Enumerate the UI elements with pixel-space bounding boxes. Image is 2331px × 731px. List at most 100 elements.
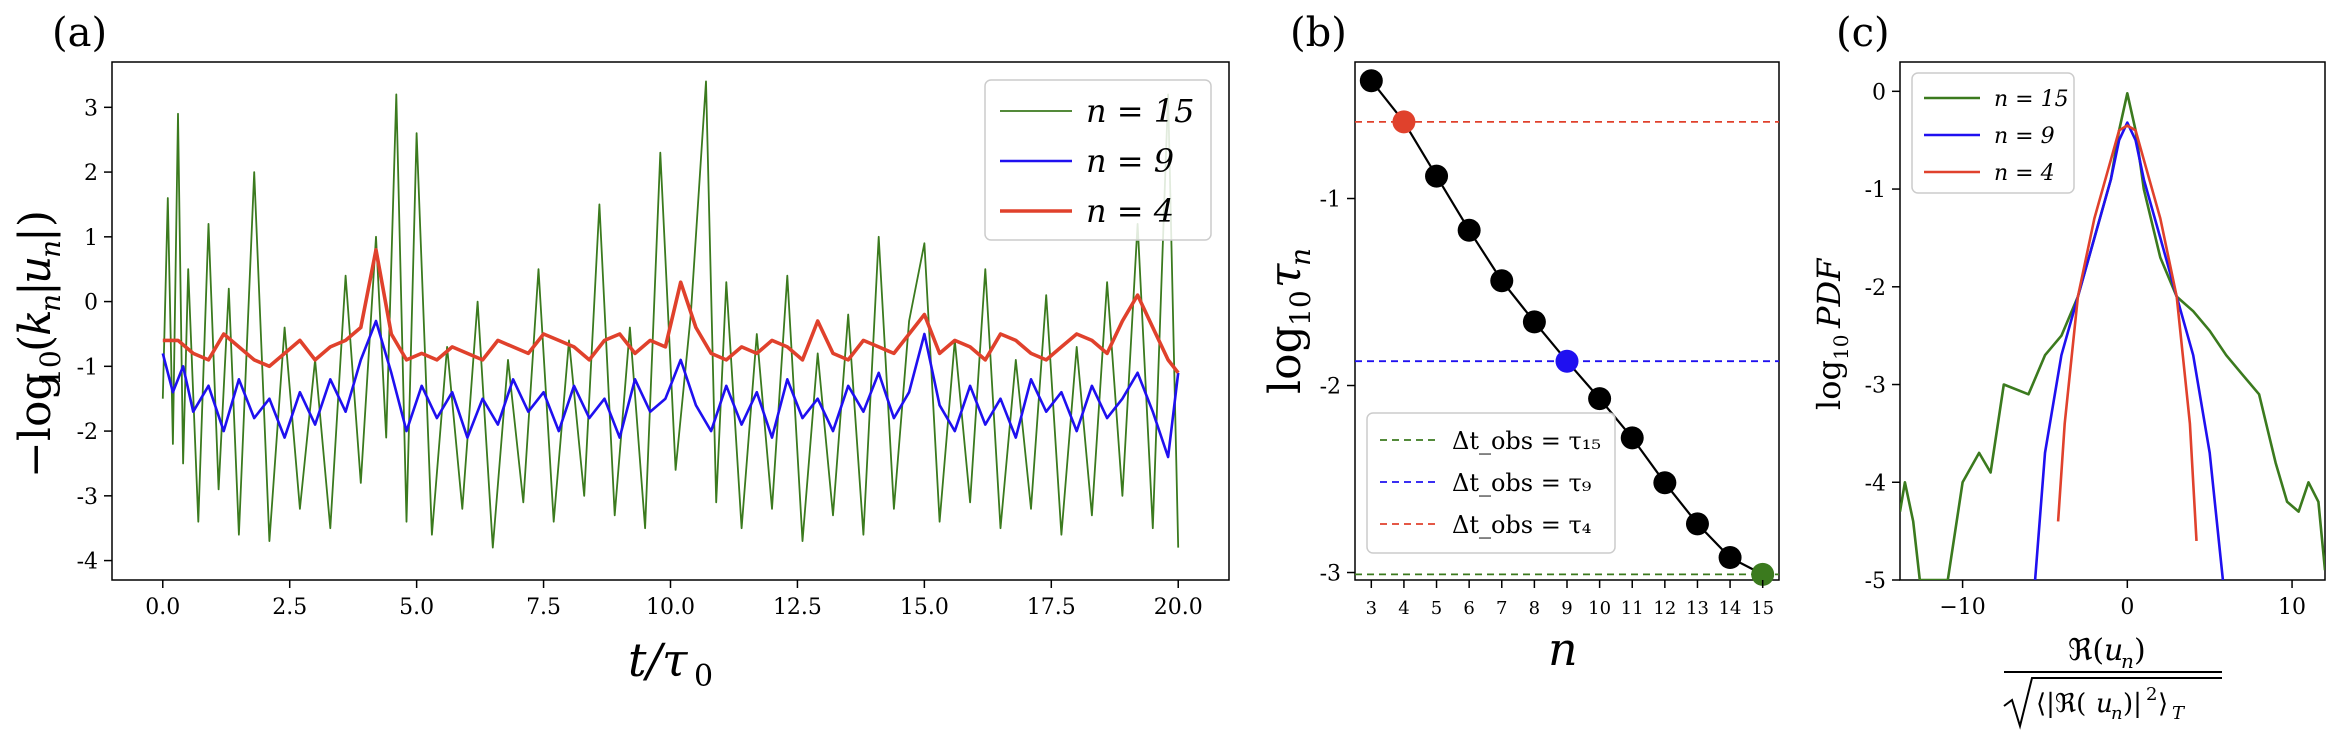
svg-text:T: T xyxy=(2172,703,2186,724)
series-line-n=15 xyxy=(161,80,1180,549)
panel-b-y-ticks: -1 -2 -3 xyxy=(1320,188,1355,587)
svg-text:k: k xyxy=(10,309,61,336)
a-ytick-label: 1 xyxy=(84,226,98,251)
c-ytick-label: -1 xyxy=(1865,178,1886,203)
a-ytick-label: 0 xyxy=(84,291,98,316)
pdf-line-2 xyxy=(2056,124,2198,541)
a-ytick-label: 3 xyxy=(84,96,98,121)
point-n11 xyxy=(1620,426,1644,450)
a-xtick-label: 7.5 xyxy=(526,595,561,620)
svg-text:τ: τ xyxy=(1260,263,1311,288)
series-line-n=9 xyxy=(161,319,1180,459)
svg-text:⟨|ℜ(: ⟨|ℜ( xyxy=(2036,689,2086,719)
pdf-line-1 xyxy=(2033,121,2225,580)
a-xtick-label: 5.0 xyxy=(399,595,434,620)
svg-text:(: ( xyxy=(10,335,61,352)
point-n8 xyxy=(1522,310,1546,334)
c-xtick-label: −10 xyxy=(1939,595,1985,620)
panel-c: −10 0 10 0 -1 -2 -3 -4 -5 ℜ( u n ) ⟨|ℜ( u n )| … xyxy=(1810,61,2326,730)
legend-label: Δt_obs = τ₄ xyxy=(1452,511,1591,539)
c-ytick-label: -5 xyxy=(1865,569,1886,594)
svg-text:10: 10 xyxy=(1284,290,1317,326)
panel-a-x-label: t/τ 0 xyxy=(628,633,713,694)
legend-label: n = 9 xyxy=(1994,124,2055,149)
point-n7 xyxy=(1490,269,1514,293)
panel-c-series xyxy=(1900,92,2325,580)
svg-text:n: n xyxy=(2111,703,2123,724)
svg-text:log: log xyxy=(1260,325,1311,394)
point-n5 xyxy=(1425,164,1449,188)
point-n15 xyxy=(1751,562,1775,586)
svg-text:0: 0 xyxy=(694,659,713,694)
svg-text:u: u xyxy=(10,256,61,284)
svg-text:): ) xyxy=(2134,633,2146,668)
svg-text:2: 2 xyxy=(2146,684,2157,705)
panel-b-y-label: log 10 τ n xyxy=(1260,248,1317,394)
c-ytick-label: -4 xyxy=(1865,471,1886,496)
legend-label: n = 4 xyxy=(1994,161,2055,186)
b-xtick-label: 11 xyxy=(1621,598,1644,619)
panel-b-points xyxy=(1359,69,1775,586)
panel-c-frame xyxy=(1899,61,2326,581)
panel-b-x-label: n xyxy=(1548,622,1578,676)
svg-text:n: n xyxy=(34,240,67,258)
a-xtick-label: 10.0 xyxy=(646,595,695,620)
b-xtick-label: 9 xyxy=(1561,598,1572,619)
point-n9 xyxy=(1555,349,1579,373)
b-xtick-label: 12 xyxy=(1653,598,1676,619)
c-ytick-label: 0 xyxy=(1872,80,1886,105)
a-ytick-label: -4 xyxy=(77,550,98,575)
panel-b: 3 4 5 6 7 8 9 10 11 12 13 14 15 -1-2-3 n log 10 τ n … xyxy=(1260,61,1780,676)
svg-text:n: n xyxy=(1548,622,1578,676)
legend-label: n = 15 xyxy=(1086,92,1194,130)
point-n13 xyxy=(1685,512,1709,536)
svg-text:n: n xyxy=(1284,248,1317,266)
series-line-n=4 xyxy=(162,248,1180,374)
b-xtick-label: 7 xyxy=(1496,598,1507,619)
b-ytick-label: -3 xyxy=(1320,562,1341,587)
panel-a-y-label: −log 10 ( k n | u n |) xyxy=(10,210,67,478)
panel-c-legend: n = 15 n = 9 n = 4 xyxy=(1911,72,2075,194)
a-xtick-label: 12.5 xyxy=(773,595,822,620)
svg-text:ℜ(: ℜ( xyxy=(2068,633,2104,668)
svg-text:10: 10 xyxy=(1829,335,1853,360)
a-ytick-label: -2 xyxy=(77,420,98,445)
panel-a-legend: n = 15 n = 9 n = 4 xyxy=(984,79,1212,241)
point-n12 xyxy=(1653,471,1677,495)
point-n3 xyxy=(1359,69,1383,93)
legend-label: n = 9 xyxy=(1086,142,1174,180)
a-xtick-label: 0.0 xyxy=(145,595,180,620)
b-xtick-label: 5 xyxy=(1431,598,1442,619)
legend-label: n = 4 xyxy=(1086,192,1174,230)
b-xtick-label: 15 xyxy=(1751,598,1774,619)
svg-text:t/τ: t/τ xyxy=(628,633,689,687)
panel-c-label: (c) xyxy=(1836,10,1890,56)
svg-text:n: n xyxy=(34,294,67,312)
point-n10 xyxy=(1588,387,1612,411)
panel-a: 0.0 2.5 5.0 7.5 10.0 12.5 15.0 17.5 20.0 -4-3-2-… xyxy=(10,61,1230,694)
panel-a-series xyxy=(161,80,1180,549)
a-xtick-label: 15.0 xyxy=(900,595,949,620)
svg-text:−log: −log xyxy=(10,372,61,478)
b-ytick-label: -1 xyxy=(1320,188,1341,213)
b-xtick-label: 3 xyxy=(1366,598,1377,619)
c-xtick-label: 0 xyxy=(2120,595,2134,620)
panel-b-hlines xyxy=(1355,120,1779,576)
a-ytick-label: -3 xyxy=(77,485,98,510)
svg-text:|): |) xyxy=(10,210,61,242)
panel-a-y-ticks: -4 -3 -2 -1 0 1 2 3 xyxy=(77,96,112,575)
b-ytick-label: -2 xyxy=(1320,375,1341,400)
a-ytick-label: 2 xyxy=(84,161,98,186)
b-xtick-label: 4 xyxy=(1398,598,1409,619)
a-xtick-label: 2.5 xyxy=(272,595,307,620)
svg-text:)|: )| xyxy=(2123,689,2142,719)
legend-label: n = 15 xyxy=(1994,87,2069,112)
svg-text:|: | xyxy=(10,281,61,296)
pdf-line-0 xyxy=(1900,92,2325,580)
a-ytick-label: -1 xyxy=(77,355,98,380)
c-xtick-label: 10 xyxy=(2278,595,2306,620)
point-n6 xyxy=(1457,218,1481,242)
panel-b-label: (b) xyxy=(1290,10,1347,56)
svg-text:PDF: PDF xyxy=(1810,257,1848,329)
